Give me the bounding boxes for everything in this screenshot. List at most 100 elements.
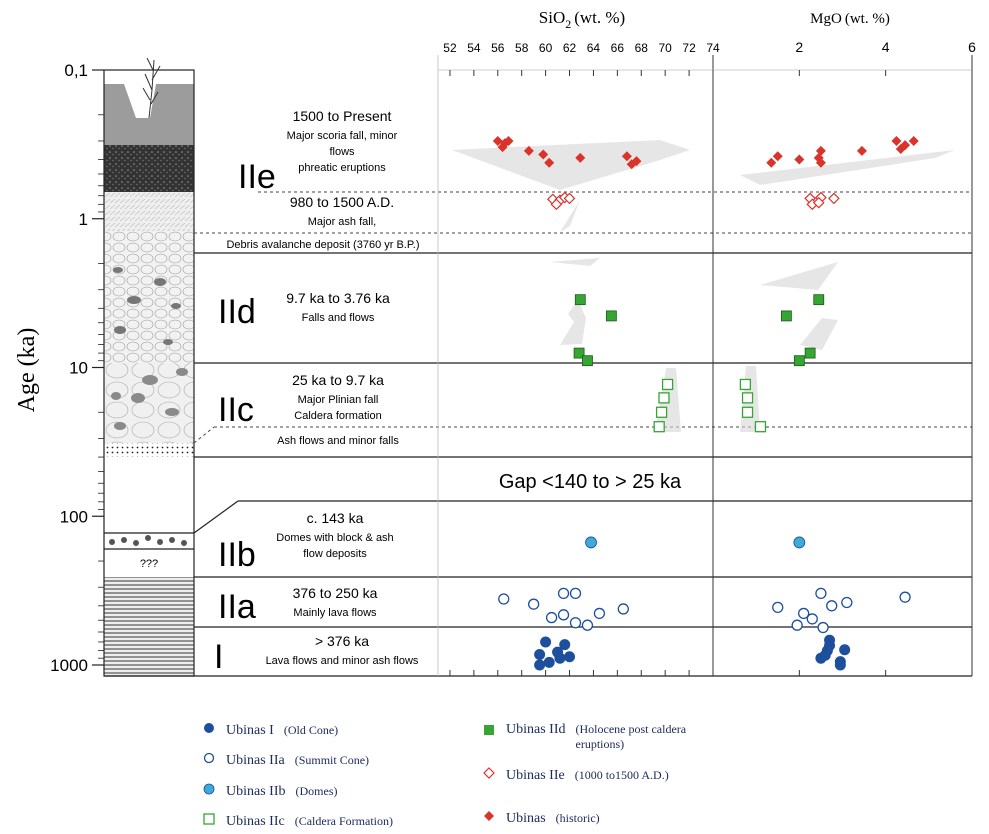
- data-point-square-open-mgo: [741, 406, 754, 418]
- data-point-diamond-open-sio2: [550, 198, 563, 211]
- data-point-diamond-filled-mgo: [856, 145, 867, 156]
- data-point-circle-filled-sio2: [534, 649, 546, 661]
- data-point-circle-open-sio2: [545, 611, 558, 624]
- data-point-diamond-filled-sio2: [538, 149, 549, 160]
- data-point-circle-open-mgo: [791, 619, 803, 631]
- unit-iic-desc-1: Major Plinian fall: [298, 394, 379, 406]
- data-point-square-open-sio2: [655, 406, 668, 418]
- layer-scoria: [104, 145, 194, 192]
- unit-iie-desc-3: phreatic eruptions: [298, 162, 386, 174]
- data-point-diamond-filled-sio2: [492, 135, 503, 146]
- layer-ashflows: [104, 443, 194, 457]
- data-point-circle-open-sio2: [557, 609, 570, 621]
- sio2-tick-label: 68: [635, 41, 649, 55]
- sio2-tick-label: 74: [706, 41, 720, 55]
- data-point-circle-filled-sio2: [564, 651, 576, 663]
- data-point-circle-open-mgo: [817, 621, 829, 634]
- layer-gap: [104, 457, 194, 533]
- sio2-tick-label: 60: [539, 41, 553, 55]
- data-point-circle-filled-mgo: [819, 649, 831, 661]
- age-tick-label: 100: [60, 507, 88, 526]
- data-point-square-filled-sio2: [574, 294, 586, 306]
- data-point-square-open-mgo: [754, 421, 767, 433]
- data-point-diamond-filled-sio2: [544, 157, 555, 168]
- data-point-square-open-mgo: [741, 392, 754, 404]
- data-point-square-filled-sio2: [573, 347, 585, 359]
- unit-iib-desc-2: flow deposits: [303, 548, 367, 560]
- sio2-tick-label: 64: [587, 41, 601, 55]
- data-point-circle-filled-mgo: [824, 634, 836, 646]
- sio2-tick-label: 70: [658, 41, 672, 55]
- data-point-circle-open-sio2: [581, 619, 594, 631]
- unit-iic-desc-3: Ash flows and minor falls: [277, 435, 399, 447]
- data-point-diamond-filled-mgo: [895, 144, 906, 155]
- data-point-circle-open-sio2: [498, 593, 510, 605]
- unit-iie-desc-2: flows: [329, 146, 355, 158]
- unit-iia-age: 376 to 250 ka: [293, 585, 378, 601]
- data-point-circle-open-mgo: [772, 601, 784, 614]
- data-point-diamond-filled-mgo: [766, 157, 777, 168]
- data-points: [492, 135, 919, 671]
- unit-ad-age: 980 to 1500 A.D.: [290, 194, 394, 210]
- sio2-tick-label: 72: [682, 41, 696, 55]
- age-axis-label: Age (ka): [14, 328, 40, 413]
- unit-code-iic: IIc: [218, 391, 254, 429]
- data-point-circle-open-sio2: [569, 617, 582, 629]
- data-point-circle-open-sio2: [569, 587, 582, 600]
- data-point-circle-open-mgo: [815, 587, 827, 600]
- data-point-square-filled-sio2: [605, 310, 617, 322]
- data-point-square-filled-mgo: [804, 347, 816, 359]
- data-point-circle-open-mgo: [798, 607, 810, 620]
- unit-i-desc: Lava flows and minor ash flows: [266, 655, 419, 667]
- data-point-square-open-sio2: [653, 421, 665, 433]
- data-point-square-open-mgo: [739, 378, 752, 391]
- panel-frames: [437, 55, 973, 676]
- data-point-square-open-sio2: [661, 378, 674, 391]
- volcano-profile: [104, 84, 194, 145]
- unit-iia-desc: Mainly lava flows: [293, 607, 377, 619]
- plume-icon: [142, 57, 161, 119]
- unit-avalanche: Debris avalanche deposit (3760 yr B.P.): [226, 239, 419, 251]
- data-point-square-filled-mgo: [780, 310, 792, 322]
- unit-i-age: > 376 ka: [315, 633, 369, 649]
- unit-ad-desc: Major ash fall,: [308, 216, 376, 228]
- mgo-tick-label: 2: [795, 39, 803, 55]
- data-point-diamond-filled-sio2: [503, 135, 514, 146]
- data-point-diamond-filled-sio2: [523, 145, 534, 156]
- data-point-circle-open-mgo: [899, 591, 911, 603]
- data-point-circle-open-mgo: [841, 596, 853, 609]
- data-point-square-open-sio2: [658, 392, 670, 404]
- data-point-circle-open-sio2: [593, 607, 606, 620]
- data-point-diamond-filled-mgo: [772, 151, 783, 162]
- composition-ticks: 52 54 56 58 60 62 64 66 68 70 72 74 2 4 6: [443, 39, 976, 676]
- data-point-diamond-open-mgo: [828, 192, 840, 205]
- data-point-circle-filled-sio2: [554, 652, 566, 664]
- layer-lavas: [104, 577, 194, 676]
- sio2-tick-label: 52: [443, 41, 457, 55]
- unit-iie-age: 1500 to Present: [293, 108, 392, 124]
- age-ticks: 0,1 1 10 100 1000: [50, 61, 104, 675]
- layer-plinian-clasts: [111, 368, 188, 430]
- trend-arrows: [452, 140, 955, 432]
- column-unknown-note: ???: [140, 558, 158, 570]
- mgo-tick-label: 4: [882, 39, 890, 55]
- data-point-circle-filled-sio2: [540, 636, 552, 648]
- layer-domes-blocks: [109, 535, 187, 546]
- sio2-tick-label: 56: [491, 41, 505, 55]
- data-point-circle-filled-sio2: [559, 639, 571, 651]
- layer-domes: [104, 533, 194, 549]
- unit-code-iie: IIe: [238, 158, 276, 196]
- layer-avalanche: [104, 231, 194, 253]
- data-point-circle-filled-sio2: [534, 659, 546, 671]
- unit-iib-desc-1: Domes with block & ash: [276, 532, 393, 544]
- age-tick-label: 10: [69, 359, 88, 378]
- age-tick-label: 1: [79, 210, 88, 229]
- data-point-diamond-filled-mgo: [891, 135, 902, 146]
- data-point-diamond-filled-sio2: [575, 152, 586, 163]
- unit-labels: IIe 1500 to Present Major scoria fall, m…: [214, 108, 682, 676]
- data-point-circle-cyan-sio2: [585, 536, 597, 549]
- unit-iie-desc-1: Major scoria fall, minor: [287, 130, 398, 142]
- data-point-circle-open-sio2: [557, 587, 570, 600]
- unit-code-iid: IId: [218, 293, 256, 331]
